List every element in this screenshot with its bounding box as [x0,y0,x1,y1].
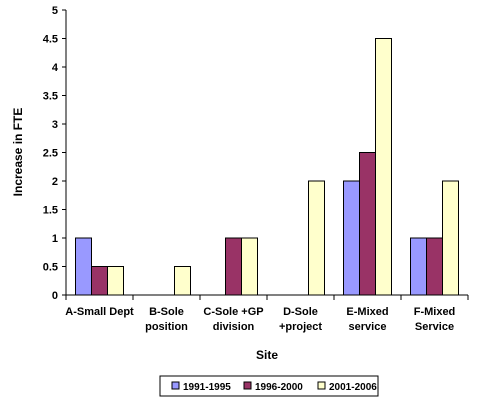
category-label: F-Mixed Service [414,306,456,333]
category-label: E-Mixed service [346,306,388,333]
bar-2001-2006-2 [241,237,258,296]
y-tick-label: 2 [52,176,58,188]
y-axis-ticks: 0 0.5 1 1.5 2 2.5 3 3.5 4 4.5 5 [43,5,66,302]
bar-1996-2000-5 [426,237,443,296]
y-tick-label: 1.5 [43,205,58,217]
y-tick-label: 4.5 [43,34,58,46]
legend-swatch [243,381,252,390]
x-axis-title: Site [256,348,278,362]
y-axis-title: Increase in FTE [11,108,25,197]
bar-1991-1995-4 [343,180,360,296]
bar-1991-1995-5 [410,237,427,296]
y-tick-label: 2.5 [43,148,58,160]
category-label: D-Sole +project [279,306,322,333]
y-tick-label: 5 [52,5,58,17]
bar-2001-2006-1 [174,266,191,296]
bar-2001-2006-0 [107,266,124,296]
y-tick-label: 0.5 [43,262,58,274]
bar-1996-2000-0 [91,266,108,296]
bar-1991-1995-0 [75,237,92,296]
category-labels: A-Small Dept B-Sole position C-Sole +GP divi… [65,306,455,333]
plot-area [66,10,468,295]
category-label: B-Sole position [145,306,188,333]
y-tick-label: 1 [52,233,58,245]
bar-2001-2006-3 [308,180,325,296]
category-label: A-Small Dept [65,306,134,318]
bar-1996-2000-2 [225,237,242,296]
legend: 1991-1995 1996-2000 2001-2006 [159,375,379,397]
category-label: C-Sole +GP division [203,306,263,333]
legend-label: 2001-2006 [329,382,377,393]
legend-swatch [171,381,180,390]
x-axis-ticks [65,295,469,300]
y-tick-label: 3 [52,119,58,131]
legend-label: 1991-1995 [183,382,231,393]
bar-1996-2000-4 [359,152,376,296]
legend-box [159,375,379,397]
bar-2001-2006-5 [442,180,459,296]
legend-label: 1996-2000 [255,382,303,393]
y-tick-label: 4 [52,62,59,74]
y-tick-label: 3.5 [43,91,58,103]
y-tick-label: 0 [52,290,58,302]
bar-2001-2006-4 [375,38,392,296]
legend-swatch [317,381,326,390]
